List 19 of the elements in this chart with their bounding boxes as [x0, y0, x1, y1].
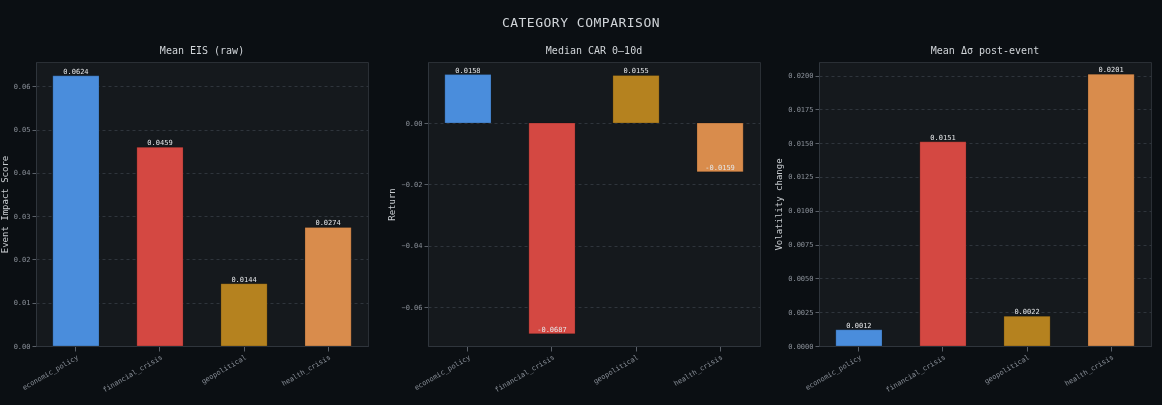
y-axis-title: Return	[387, 188, 398, 221]
bar	[835, 329, 883, 347]
bar	[136, 146, 184, 347]
chart-title: Mean EIS (raw)	[159, 45, 245, 56]
bar	[304, 227, 352, 347]
bar	[52, 75, 100, 347]
y-axis-title: Event Impact Score	[0, 155, 10, 254]
bar	[696, 122, 744, 173]
bar	[220, 283, 268, 347]
chart-title: Mean Δσ post-event	[930, 45, 1040, 56]
bar	[612, 75, 660, 124]
chart-title: Median CAR 0–10d	[545, 45, 643, 56]
text: CATEGORY COMPARISON	[500, 14, 662, 32]
bar	[444, 74, 492, 124]
bar	[919, 141, 967, 347]
bar	[528, 122, 576, 335]
bar	[1003, 315, 1051, 347]
y-axis-title: Volatility change	[774, 158, 785, 251]
bar	[1087, 73, 1135, 347]
